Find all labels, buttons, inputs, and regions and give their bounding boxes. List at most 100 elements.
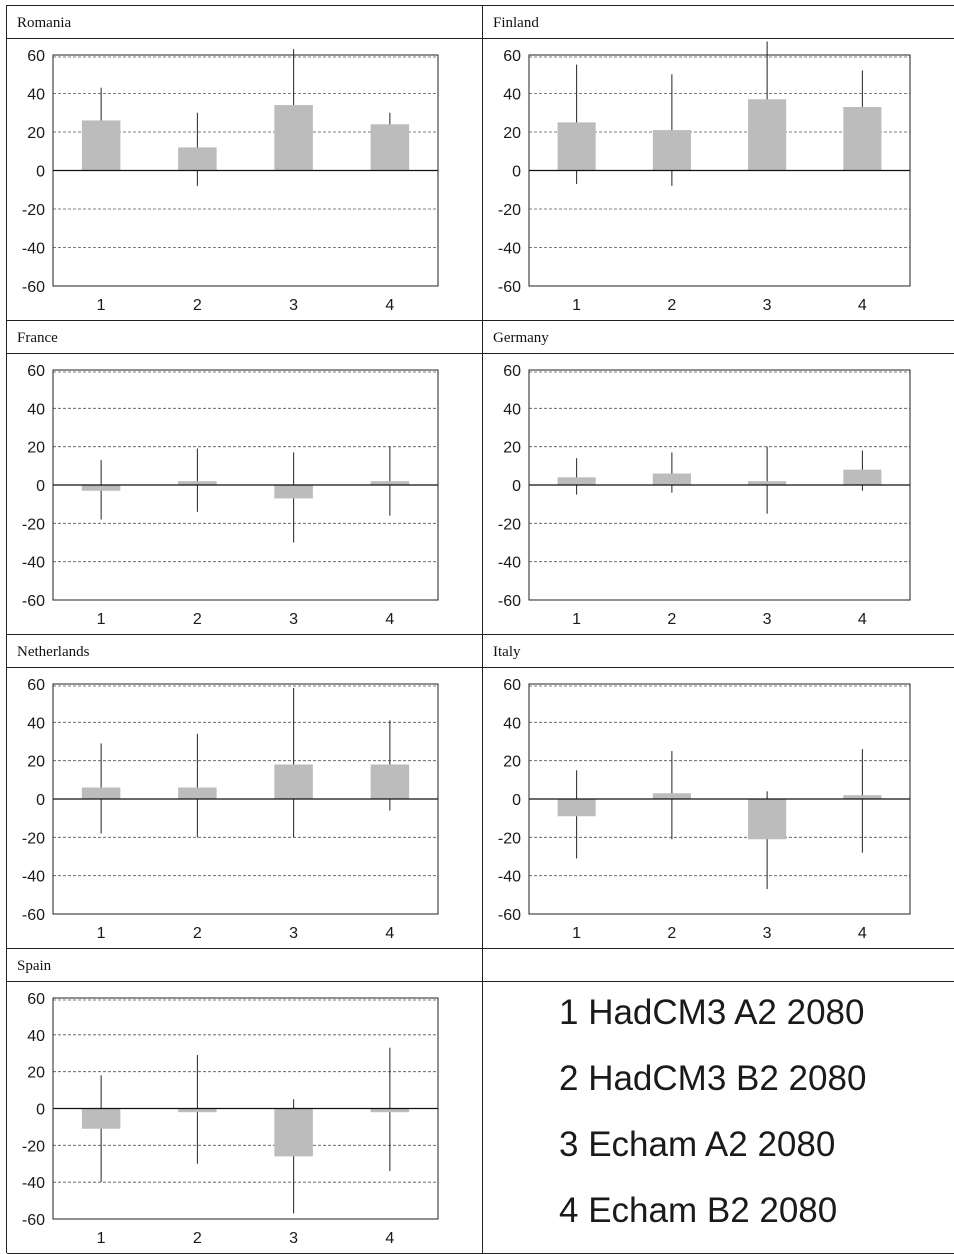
chart-finland: 60 40 20 0 -20 -40 -60 1 2 3 4 [498,41,911,314]
y-tick-label: 0 [512,792,521,809]
x-tick-label: 2 [193,925,202,942]
y-tick-label: -60 [498,593,521,610]
bar [557,122,596,171]
legend: 1 HadCM3 A2 2080 2 HadCM3 B2 2080 3 Echa… [483,983,954,1253]
y-tick-label: -20 [498,202,521,219]
bar [748,799,787,840]
legend-item-3: 3 Echam A2 2080 [559,1125,836,1164]
panel-title: Spain [7,949,482,982]
y-tick-label: -20 [22,516,45,533]
panel-title: Finland [483,6,954,39]
y-tick-label: 40 [27,87,45,104]
y-tick-label: -40 [498,869,521,886]
bar [81,1108,121,1129]
y-tick-label: 60 [27,991,45,1008]
bar [748,99,787,171]
plot-frame [528,54,911,287]
chart-spain: 60 40 20 0 -20 -40 -60 1 2 3 4 [22,991,439,1247]
y-tick-label: 60 [503,48,521,65]
chart-romania: 60 40 20 0 -20 -40 -60 1 2 3 4 [22,48,439,314]
x-tick-label: 1 [572,925,581,942]
bar [178,481,217,485]
y-tick-label: -60 [22,907,45,924]
bar [274,1108,313,1157]
y-tick-label: -20 [498,830,521,847]
x-tick-label: 1 [97,297,106,314]
plot-frame [52,54,439,287]
y-tick-label: -20 [498,516,521,533]
bar [652,130,691,171]
bar [274,764,313,799]
y-tick-label: -20 [22,1138,45,1155]
bar [81,485,121,491]
legend-item-2: 2 HadCM3 B2 2080 [559,1059,867,1098]
y-tick-label: -60 [22,279,45,296]
y-tick-label: -40 [22,555,45,572]
y-tick-label: 0 [36,1102,45,1119]
y-tick-label: 20 [27,1065,45,1082]
y-tick-label: 40 [503,401,521,418]
plot-frame [528,683,911,915]
y-tick-label: 40 [27,401,45,418]
legend-item-1: 1 HadCM3 A2 2080 [559,993,865,1032]
y-tick-label: 20 [503,754,521,771]
y-tick-label: 60 [503,363,521,380]
bar [178,787,217,799]
panel-title: Romania [7,6,482,39]
panel-spain: Spain 60 40 20 0 -20 -40 -60 1 2 3 4 [7,949,483,1254]
legend-title-empty [483,949,954,982]
plot-frame [52,997,439,1220]
x-tick-label: 1 [572,297,581,314]
x-tick-label: 2 [667,297,676,314]
bar [274,485,313,499]
chart-france: 60 40 20 0 -20 -40 -60 1 2 3 4 [22,363,439,628]
bar [178,1108,217,1113]
x-tick-label: 1 [97,611,106,628]
x-tick-label: 4 [385,297,394,314]
y-tick-label: 40 [27,715,45,732]
bar [370,481,410,485]
y-tick-label: 0 [36,164,45,181]
y-tick-label: 0 [512,478,521,495]
y-tick-label: 0 [36,792,45,809]
bar [652,473,691,485]
bar [557,799,596,817]
chart-italy: 60 40 20 0 -20 -40 -60 1 2 3 4 [498,677,911,942]
panel-legend: 1 HadCM3 A2 2080 2 HadCM3 B2 2080 3 Echa… [483,949,954,1254]
y-tick-label: 20 [27,125,45,142]
y-tick-label: 0 [512,164,521,181]
x-tick-label: 3 [763,297,772,314]
y-tick-label: 20 [27,440,45,457]
plot-frame [528,369,911,601]
y-tick-label: -40 [22,869,45,886]
y-tick-label: 40 [503,715,521,732]
x-tick-label: 1 [97,1230,106,1247]
x-tick-label: 2 [667,925,676,942]
panel-france: France 60 40 20 0 -20 -40 -60 1 2 3 4 [7,321,483,635]
bar [274,105,313,171]
y-tick-label: -60 [22,1212,45,1229]
bar [652,793,691,799]
x-tick-label: 3 [289,297,298,314]
chart-netherlands: 60 40 20 0 -20 -40 -60 1 2 3 4 [22,677,439,942]
bar [81,787,121,799]
y-tick-label: -40 [498,241,521,258]
y-tick-label: 20 [27,754,45,771]
x-tick-label: 4 [385,1230,394,1247]
plot-frame [52,369,439,601]
x-tick-label: 3 [763,925,772,942]
panel-italy: Italy 60 40 20 0 -20 -40 -60 1 2 3 4 [483,635,954,949]
x-tick-label: 3 [289,611,298,628]
x-tick-label: 4 [858,925,867,942]
y-tick-label: 60 [27,363,45,380]
panel-germany: Germany 60 40 20 0 -20 -40 -60 1 2 3 4 [483,321,954,635]
y-tick-label: -40 [22,1175,45,1192]
y-tick-label: -60 [22,593,45,610]
x-tick-label: 4 [385,611,394,628]
x-tick-label: 3 [289,1230,298,1247]
y-tick-label: -40 [22,241,45,258]
y-tick-label: 20 [503,125,521,142]
panel-netherlands: Netherlands 60 40 20 0 -20 -40 -60 1 2 3 4 [7,635,483,949]
x-tick-label: 3 [763,611,772,628]
bar [557,477,596,485]
